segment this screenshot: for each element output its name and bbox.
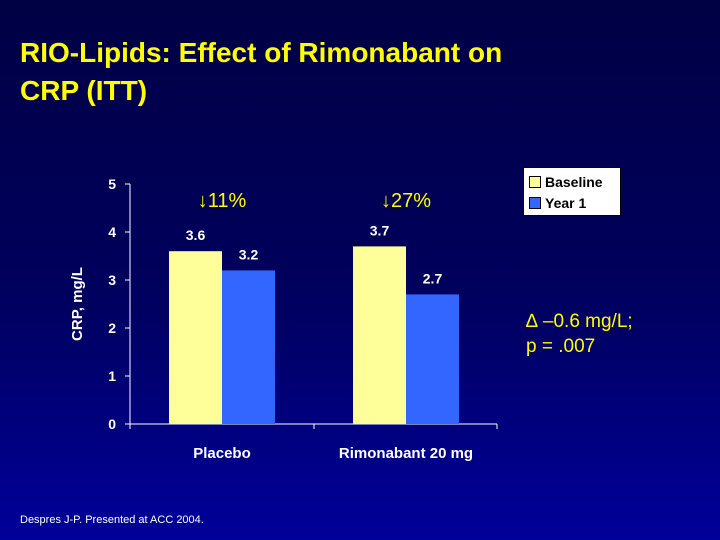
- y-tick-label: 2: [108, 320, 116, 336]
- y-tick-label: 4: [108, 224, 116, 240]
- data-label: 3.6: [186, 227, 206, 243]
- data-label: 3.2: [239, 246, 259, 262]
- title-line-2: CRP (ITT): [20, 75, 148, 106]
- chart-legend: Baseline Year 1: [523, 167, 621, 216]
- bar-year1: [222, 270, 275, 424]
- delta-value: ∆ –0.6 mg/L;: [526, 311, 633, 332]
- footnote: Despres J-P. Presented at ACC 2004.: [20, 514, 204, 526]
- y-tick-label: 3: [108, 272, 116, 288]
- data-label: 2.7: [423, 270, 443, 286]
- y-tick-label: 5: [108, 176, 116, 192]
- legend-item-baseline: Baseline: [529, 171, 620, 192]
- data-label: 3.7: [370, 222, 390, 238]
- bar-year1: [406, 294, 459, 424]
- category-label: Placebo: [193, 445, 251, 462]
- legend-label-baseline: Baseline: [545, 173, 603, 190]
- legend-label-year1: Year 1: [545, 194, 587, 211]
- legend-swatch-baseline: [529, 175, 541, 188]
- legend-item-year1: Year 1: [529, 192, 620, 213]
- category-label: Rimonabant 20 mg: [339, 445, 473, 462]
- bar-baseline: [353, 246, 406, 424]
- delta-annotation: ∆ –0.6 mg/L; p = .007: [526, 309, 633, 359]
- y-tick-label: 0: [108, 416, 116, 432]
- bar-baseline: [169, 251, 222, 424]
- percent-change-annotation: ↓27%: [381, 190, 431, 212]
- title-line-1: RIO-Lipids: Effect of Rimonabant on: [20, 37, 503, 68]
- y-tick-label: 1: [108, 368, 116, 384]
- slide-title: RIO-Lipids: Effect of Rimonabant on CRP …: [20, 34, 660, 110]
- percent-change-annotation: ↓11%: [198, 190, 247, 212]
- p-value: p = .007: [526, 336, 596, 357]
- legend-swatch-year1: [529, 196, 541, 209]
- y-axis-label: CRP, mg/L: [69, 267, 86, 341]
